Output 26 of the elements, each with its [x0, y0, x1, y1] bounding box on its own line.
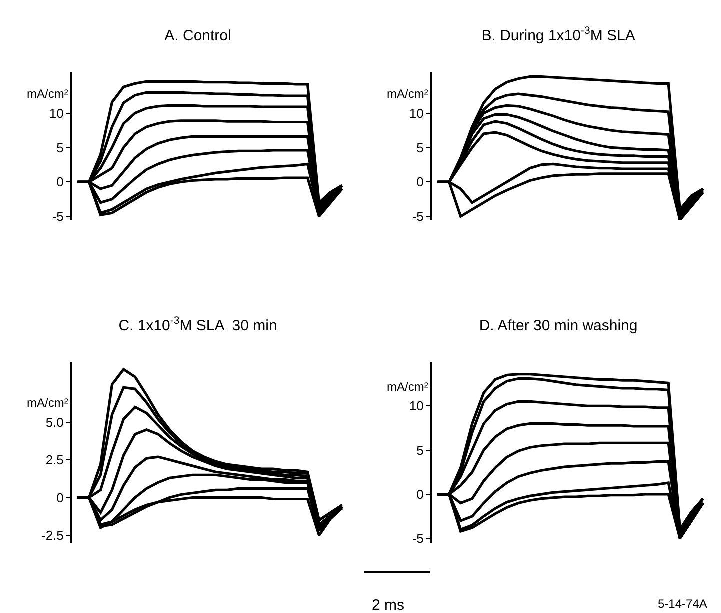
y-tick-label: 5.0 — [46, 414, 64, 430]
y-axis-title: mA/cm² — [387, 380, 428, 394]
y-tick-label: 5 — [56, 140, 64, 156]
y-tick-label: 0 — [416, 174, 424, 190]
y-tick-label: 0 — [416, 486, 424, 502]
y-axis-title: mA/cm² — [27, 396, 68, 410]
y-tick-label: 5 — [416, 140, 424, 156]
text: 2 ms — [372, 597, 405, 613]
y-tick-label: -2.5 — [41, 528, 64, 544]
y-tick-label: -5 — [52, 209, 64, 224]
y-tick-label: -5 — [412, 209, 424, 224]
text: 5-14-74A — [658, 597, 708, 611]
y-tick-label: 0 — [56, 174, 64, 190]
chart-title: B. During 1x10$^{-3}$M SLA — [482, 25, 636, 44]
chart-title: A. Control — [164, 28, 232, 44]
chart-title: D. After 30 min washing — [479, 318, 638, 334]
y-tick-label: 5 — [416, 442, 424, 458]
y-tick-label: 10 — [49, 106, 64, 121]
y-tick-label: 10 — [409, 106, 424, 121]
y-axis-title: mA/cm² — [387, 87, 428, 101]
y-tick-label: 10 — [409, 398, 424, 414]
y-tick-label: 0 — [56, 490, 64, 506]
y-axis-title: mA/cm² — [27, 87, 68, 101]
y-tick-label: 2.5 — [46, 452, 64, 468]
y-tick-label: -5 — [412, 531, 424, 546]
chart-title: C. 1x10$^{-3}$M SLA 30 min — [118, 315, 278, 334]
